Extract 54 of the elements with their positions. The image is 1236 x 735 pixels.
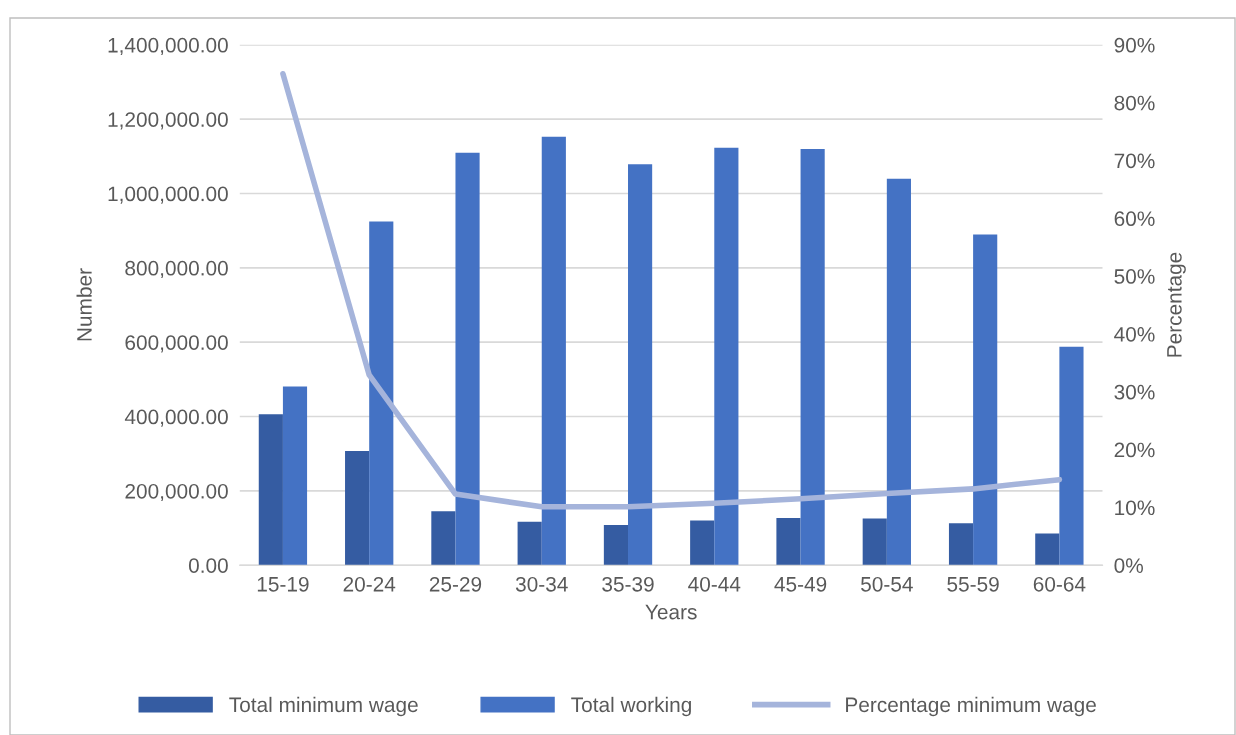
x-tick-label: 20-24 bbox=[343, 576, 396, 592]
bar bbox=[603, 525, 629, 566]
legend-label: Total minimum wage bbox=[229, 696, 418, 717]
bar bbox=[258, 414, 283, 566]
x-tick-label: 45-49 bbox=[774, 576, 827, 592]
y2-tick-label: 40% bbox=[1114, 326, 1155, 342]
y2-tick-label: 70% bbox=[1114, 153, 1155, 169]
bar bbox=[862, 518, 887, 566]
bar bbox=[714, 147, 739, 566]
legend-label: Percentage minimum wage bbox=[846, 696, 1096, 717]
x-tick-label: 40-44 bbox=[688, 576, 741, 592]
y2-axis-title: Percentage bbox=[1167, 252, 1186, 357]
y2-tick-label: 0% bbox=[1114, 558, 1143, 573]
y-tick-label: 0.00 bbox=[188, 558, 228, 573]
bar bbox=[541, 136, 566, 566]
x-tick-label: 30-34 bbox=[515, 576, 568, 592]
y2-tick-label: 60% bbox=[1114, 211, 1155, 227]
bar bbox=[282, 386, 308, 566]
x-tick-label: 60-64 bbox=[1033, 576, 1086, 592]
bar bbox=[1059, 346, 1084, 566]
bar bbox=[628, 164, 653, 566]
x-axis-title: Years bbox=[645, 604, 697, 620]
x-tick-label: 55-59 bbox=[947, 576, 999, 592]
bar bbox=[973, 234, 998, 566]
y2-tick-label: 20% bbox=[1114, 442, 1155, 458]
bar bbox=[886, 178, 911, 566]
x-tick-label: 50-54 bbox=[861, 576, 913, 592]
bar bbox=[948, 523, 974, 566]
bar bbox=[690, 520, 715, 566]
y-tick-label: 1,400,000.00 bbox=[108, 37, 228, 56]
y-axis-title: Number bbox=[76, 268, 92, 341]
y-tick-label: 600,000.00 bbox=[125, 335, 228, 353]
y2-tick-label: 10% bbox=[1115, 500, 1155, 516]
bar bbox=[1035, 533, 1060, 566]
y-tick-label: 800,000.00 bbox=[125, 260, 228, 279]
x-tick-label: 25-29 bbox=[429, 576, 482, 592]
bar bbox=[455, 152, 480, 566]
x-tick-label: 15-19 bbox=[257, 576, 309, 592]
y2-tick-label: 90% bbox=[1114, 37, 1155, 53]
y-tick-label: 200,000.00 bbox=[125, 483, 228, 502]
bar bbox=[431, 511, 456, 566]
bar bbox=[517, 521, 542, 566]
y-tick-label: 1,000,000.00 bbox=[108, 186, 228, 204]
legend-label: Total working bbox=[571, 696, 691, 717]
y-tick-label: 400,000.00 bbox=[124, 409, 228, 427]
y2-tick-label: 80% bbox=[1114, 95, 1155, 111]
x-tick-label: 35-39 bbox=[602, 576, 654, 592]
y2-tick-label: 50% bbox=[1114, 269, 1155, 284]
bar bbox=[776, 518, 801, 566]
bar bbox=[800, 148, 825, 566]
bar bbox=[369, 221, 394, 566]
y2-tick-label: 30% bbox=[1114, 384, 1155, 400]
y-tick-label: 1,200,000.00 bbox=[108, 112, 228, 130]
bar bbox=[345, 451, 370, 566]
